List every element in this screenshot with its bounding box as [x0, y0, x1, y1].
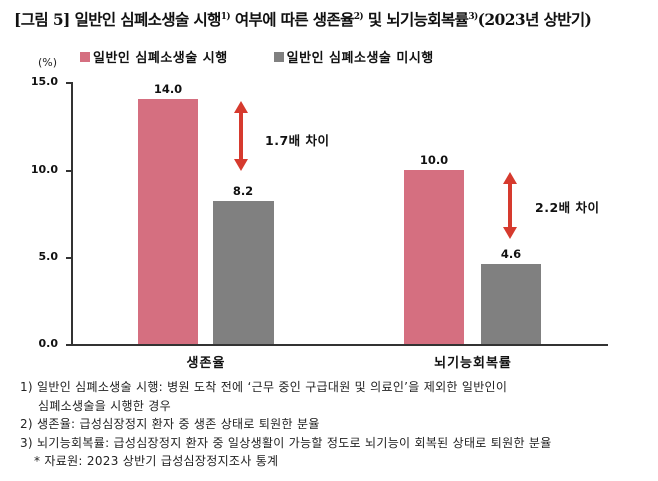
title-part: 및 뇌기능회복률 — [363, 10, 469, 29]
y-tick-label: 0.0 — [38, 337, 59, 350]
chart-legend: 일반인 심폐소생술 시행 일반인 심폐소생술 미시행 — [80, 47, 434, 66]
bar-survival-no-cpr — [213, 201, 274, 344]
y-tick — [66, 344, 72, 346]
legend-label: 일반인 심폐소생술 미시행 — [286, 51, 434, 66]
y-axis-unit: (%) — [38, 56, 58, 69]
footnote-ref: 3) — [468, 11, 478, 22]
bar-value-label: 8.2 — [232, 184, 254, 198]
double-arrow-icon — [234, 101, 248, 171]
y-tick-label: 15.0 — [30, 75, 58, 88]
title-part: 여부에 따른 생존율 — [230, 10, 354, 29]
footnote-ref: 2) — [353, 11, 364, 22]
difference-annotation: 2.2배 차이 — [535, 200, 600, 215]
legend-item-no-cpr: 일반인 심폐소생술 미시행 — [273, 47, 434, 66]
difference-annotation: 1.7배 차이 — [265, 133, 330, 148]
source-note: * 자료원: 2023 상반기 급성심장정지조사 통계 — [34, 454, 279, 468]
footnote-ref: 1) — [220, 11, 231, 22]
y-tick — [66, 170, 72, 172]
footnote-continuation: 심폐소생술을 시행한 경우 — [38, 398, 171, 413]
bar-survival-cpr — [138, 99, 198, 344]
bar-value-label: 14.0 — [153, 82, 183, 96]
y-tick — [66, 257, 72, 259]
legend-label: 일반인 심폐소생술 시행 — [93, 51, 228, 66]
title-part: [그림 5] 일반인 심폐소생술 시행 — [14, 10, 221, 29]
footnotes: 1) 일반인 심폐소생술 시행: 병원 도착 전에 ‘근무 중인 구급대원 및 … — [20, 378, 552, 471]
double-arrow-icon — [503, 172, 517, 239]
legend-item-cpr: 일반인 심폐소생술 시행 — [80, 47, 228, 66]
footnote: 2) 생존율: 급성심장정지 환자 중 생존 상태로 퇴원한 분율 — [20, 417, 320, 431]
figure-title: [그림 5] 일반인 심폐소생술 시행1) 여부에 따른 생존율2) 및 뇌기능… — [14, 8, 592, 30]
footnote: 3) 뇌기능회복률: 급성심장정지 환자 중 일상생활이 가능할 정도로 뇌기능… — [20, 435, 552, 450]
y-axis — [71, 82, 73, 344]
bar-value-label: 4.6 — [500, 247, 522, 261]
title-part: (2023년 상반기) — [477, 10, 592, 29]
legend-swatch-gray — [273, 51, 284, 62]
y-tick-label: 5.0 — [38, 250, 59, 263]
bar-brain-cpr — [404, 170, 464, 344]
x-category-label: 생존율 — [186, 356, 226, 371]
bar-value-label: 10.0 — [419, 153, 449, 167]
x-category-label: 뇌기능회복률 — [434, 356, 512, 371]
bar-brain-no-cpr — [481, 264, 541, 344]
y-tick-label: 10.0 — [30, 163, 58, 176]
footnote: 1) 일반인 심폐소생술 시행: 병원 도착 전에 ‘근무 중인 구급대원 및 … — [20, 380, 508, 394]
y-tick — [66, 82, 72, 84]
x-axis — [71, 344, 608, 346]
legend-swatch-pink — [80, 51, 90, 62]
